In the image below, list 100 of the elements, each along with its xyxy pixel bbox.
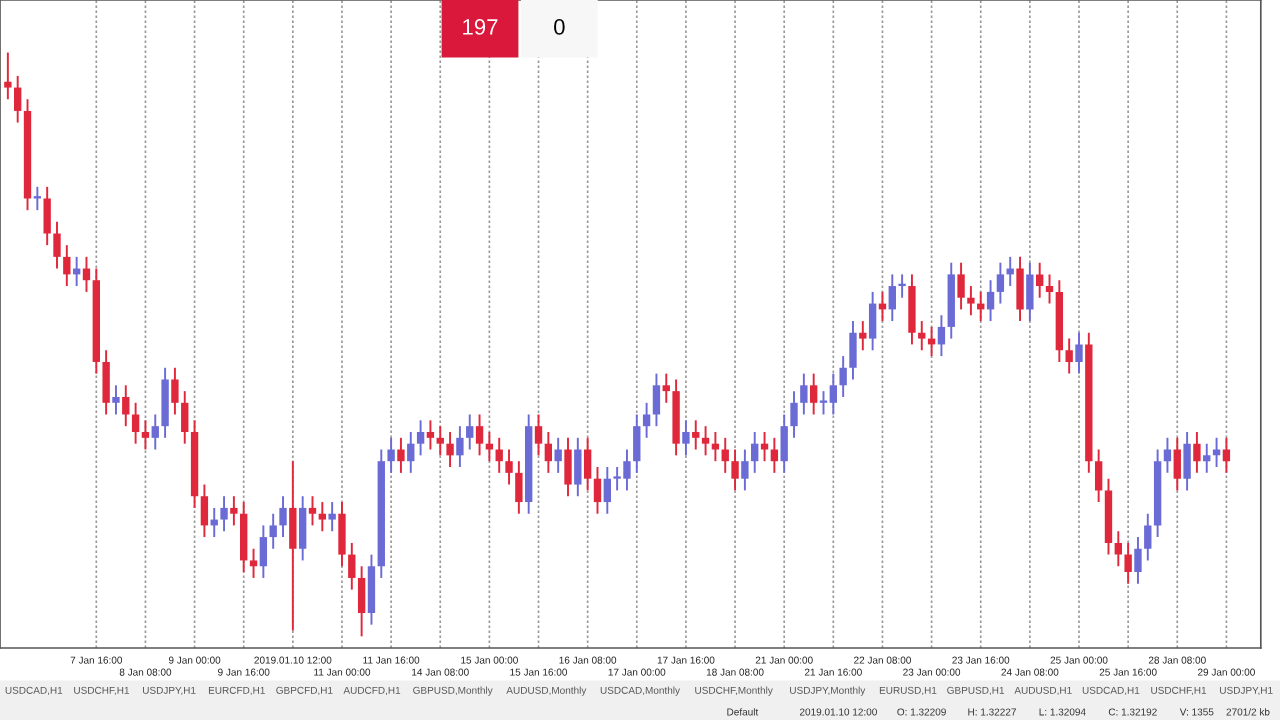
candlestick: [1203, 442, 1211, 474]
candlestick: [515, 460, 523, 515]
candlestick: [839, 355, 847, 398]
candlestick: [131, 401, 140, 445]
candlestick: [338, 501, 346, 568]
candlestick: [937, 314, 946, 358]
candlestick: [289, 460, 297, 632]
candlestick: [682, 419, 690, 457]
candlestick: [456, 425, 464, 468]
candlestick: [1183, 431, 1191, 492]
candlestick: [967, 285, 975, 317]
candlestick: [760, 431, 769, 463]
candlestick: [1144, 512, 1152, 562]
candlestick: [692, 419, 700, 451]
candlestick: [279, 495, 287, 539]
candlestick: [43, 185, 51, 247]
candlestick: [1026, 261, 1034, 323]
candlestick: [446, 431, 454, 468]
candlestick: [308, 495, 317, 527]
candlestick: [849, 320, 857, 381]
candlestick: [888, 273, 896, 323]
candlestick: [1075, 331, 1083, 375]
candlestick: [63, 244, 71, 288]
candlestick: [4, 51, 12, 101]
candlestick: [298, 495, 307, 562]
candlestick: [996, 261, 1005, 305]
candlestick: [544, 431, 553, 474]
candlestick: [318, 501, 327, 533]
candlestick: [53, 220, 61, 270]
candlestick: [1045, 273, 1054, 305]
candlestick: [348, 541, 356, 591]
candlestick: [161, 366, 169, 439]
candlestick: [1173, 436, 1181, 492]
candlestick: [751, 431, 759, 474]
candlestick: [633, 413, 641, 474]
candlestick: [1134, 536, 1142, 585]
candlestick: [328, 501, 336, 533]
candlestick: [230, 495, 238, 527]
candlestick: [171, 366, 179, 416]
candlestick: [102, 349, 110, 416]
candlestick: [1193, 431, 1201, 474]
candlestick: [1065, 337, 1073, 375]
candlestick: [367, 553, 376, 626]
candlestick: [898, 273, 906, 299]
candlestick: [505, 448, 513, 486]
candlestick: [357, 565, 366, 638]
candlestick: [908, 273, 916, 346]
candlestick: [200, 483, 209, 539]
candlestick: [240, 501, 248, 574]
candlestick: [495, 436, 503, 474]
candlestick: [711, 431, 720, 463]
candlestick: [485, 431, 494, 463]
candlestick: [741, 448, 749, 492]
candlestick: [416, 419, 425, 457]
candlestick: [259, 524, 268, 579]
candlestick: [269, 512, 277, 550]
candlestick: [554, 436, 562, 474]
candlestick: [1222, 436, 1231, 474]
candlestick: [1016, 255, 1024, 323]
candlestick: [662, 372, 670, 404]
candlestick: [1094, 448, 1103, 504]
candlestick: [574, 436, 582, 498]
candlestick: [534, 413, 543, 457]
candlestick: [151, 413, 159, 451]
candlestick: [731, 448, 739, 492]
candlestick: [397, 436, 405, 474]
candlestick: [800, 372, 808, 416]
candlestick: [122, 384, 130, 428]
candlestick: [986, 279, 995, 323]
text: 197: [463, 19, 498, 35]
candlestick: [426, 419, 435, 451]
candlestick: [466, 413, 474, 451]
candlestick: [918, 320, 926, 352]
candlestick: [859, 320, 867, 352]
candlestick: [721, 436, 729, 474]
candlestick: [220, 495, 228, 533]
text: 0: [554, 19, 565, 35]
candlestick: [14, 74, 22, 124]
candlestick: [593, 466, 602, 515]
candlestick: [701, 425, 710, 457]
candlestick: [564, 436, 572, 498]
candlestick: [1114, 530, 1122, 568]
candlestick: [436, 425, 444, 457]
candlestick: [652, 372, 661, 428]
candlestick: [82, 255, 91, 293]
candlestick: [1124, 541, 1132, 585]
candlestick: [809, 372, 818, 416]
candlestick: [868, 290, 877, 352]
candlestick: [603, 466, 611, 515]
candlestick: [141, 419, 150, 451]
candlestick: [790, 390, 798, 439]
candlestick: [780, 413, 788, 474]
candlestick: [112, 384, 120, 416]
candlestick: [770, 436, 779, 474]
candlestick: [642, 401, 651, 439]
candlestick: [957, 261, 965, 311]
candlestick: [475, 413, 484, 457]
candlestick: [1036, 261, 1044, 299]
candlestick: [407, 431, 415, 474]
candlestick: [387, 436, 395, 474]
